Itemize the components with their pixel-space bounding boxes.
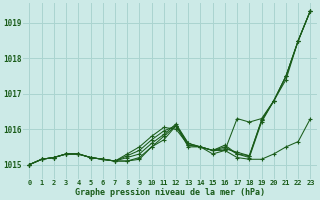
- X-axis label: Graphe pression niveau de la mer (hPa): Graphe pression niveau de la mer (hPa): [75, 188, 265, 197]
